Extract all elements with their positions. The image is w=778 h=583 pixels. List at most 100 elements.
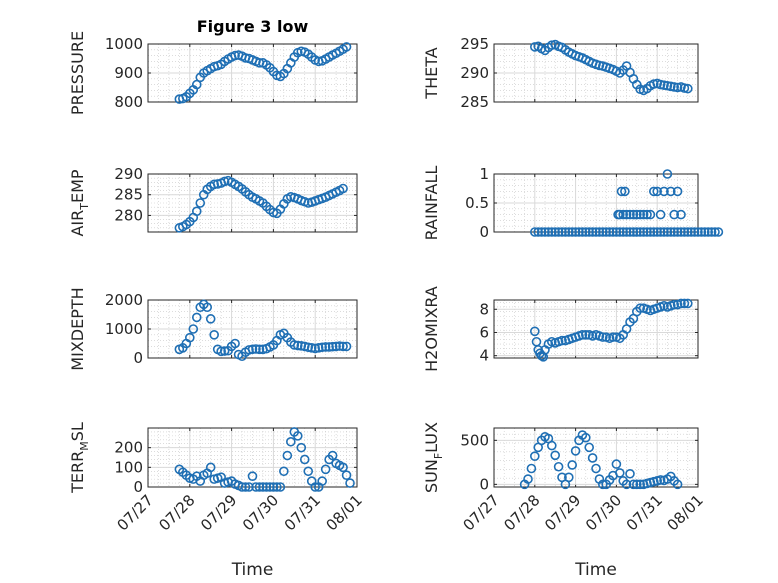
data-point [713, 227, 724, 237]
x-tick-label: 07/29 [197, 491, 240, 534]
subplot-4: 0 1000 2000 MIXDEPTH [68, 287, 358, 371]
data-point [672, 227, 683, 237]
axes-box [147, 173, 358, 233]
data-point [703, 227, 714, 237]
y-tick-label: 0 [133, 349, 143, 367]
data-point [614, 468, 625, 478]
data-point [546, 227, 557, 237]
data-point [334, 341, 345, 351]
data-point [563, 227, 574, 237]
data-point [299, 454, 310, 465]
data-point [327, 450, 338, 461]
data-point [621, 227, 632, 237]
data-point [655, 209, 666, 220]
data-point [338, 341, 348, 352]
y-tick-label: 8 [479, 300, 489, 318]
x-tick-label: 08/01 [664, 491, 707, 534]
data-point [553, 227, 564, 237]
data-point [268, 482, 279, 492]
data-point [553, 461, 564, 472]
data-point [669, 209, 680, 220]
data-point [628, 227, 639, 237]
data-point [557, 335, 567, 346]
data-point [550, 450, 561, 461]
data-point [546, 440, 557, 451]
data-point [185, 332, 195, 343]
data-point [209, 329, 219, 340]
axes-box [147, 299, 358, 359]
subplot-3: 0 0.5 1 RAINFALL [422, 165, 724, 241]
y-tick-label: 100 [114, 458, 143, 476]
data-point [230, 338, 240, 349]
y-tick-label: 290 [114, 165, 143, 183]
data-point [659, 227, 669, 237]
data-point [611, 459, 622, 469]
x-tick-label: 07/29 [541, 491, 584, 534]
data-point [628, 209, 639, 220]
data-point [543, 227, 554, 237]
data-point [635, 209, 646, 220]
data-point [272, 482, 282, 492]
data-point [529, 326, 540, 337]
data-point [604, 227, 615, 237]
data-point [676, 209, 686, 220]
data-point [341, 42, 352, 52]
data-point [205, 314, 216, 324]
data-point [648, 79, 659, 89]
x-tick-label: 07/30 [239, 491, 282, 534]
data-point [584, 442, 595, 453]
data-point [621, 209, 632, 220]
data-point [652, 227, 663, 237]
y-tick-label: 285 [114, 186, 143, 204]
data-point [237, 482, 247, 492]
y-axis-label: THETA [422, 47, 441, 99]
y-tick-label: 200 [114, 439, 143, 457]
data-point [247, 344, 258, 355]
data-point [679, 227, 690, 237]
y-tick-label: 0.5 [465, 194, 489, 212]
data-point [682, 83, 693, 94]
data-point [597, 479, 608, 490]
data-point [244, 482, 254, 492]
data-point [648, 227, 659, 237]
data-point [254, 482, 265, 492]
data-point [240, 482, 251, 492]
axes-box [493, 427, 699, 488]
data-point [320, 342, 331, 352]
data-point [662, 169, 673, 179]
y-tick-label: 1000 [105, 35, 143, 53]
data-point [611, 227, 622, 237]
data-point [655, 227, 666, 237]
data-point [587, 453, 598, 463]
data-point [195, 198, 206, 208]
subplot-1: 285 290 295 THETA [422, 35, 699, 111]
data-point [570, 446, 581, 456]
y-tick-label: 285 [460, 93, 489, 111]
data-point [635, 303, 646, 313]
data-point [216, 346, 226, 357]
subplot-0: 800 900 1000 PRESSURE Figure 3 low [68, 17, 358, 115]
data-point [526, 463, 537, 474]
data-point [655, 475, 666, 485]
y-tick-label: 800 [114, 93, 143, 111]
data-point [621, 479, 632, 490]
axes-box [493, 43, 699, 103]
data-point [672, 82, 683, 93]
data-point [254, 344, 265, 355]
data-point [591, 227, 601, 237]
data-point [536, 227, 547, 237]
x-tick-label: 08/01 [323, 491, 366, 534]
data-point [696, 227, 707, 237]
x-tick-label: 07/28 [500, 491, 543, 534]
data-point [265, 482, 275, 492]
data-point [669, 82, 680, 92]
y-tick-label: 1 [479, 165, 489, 183]
data-point [645, 209, 656, 220]
data-point [320, 464, 331, 475]
data-point [676, 227, 686, 237]
data-point [679, 298, 690, 309]
data-point [313, 343, 324, 353]
data-point [635, 479, 646, 490]
y-axis-label: MIXDEPTH [68, 287, 87, 370]
